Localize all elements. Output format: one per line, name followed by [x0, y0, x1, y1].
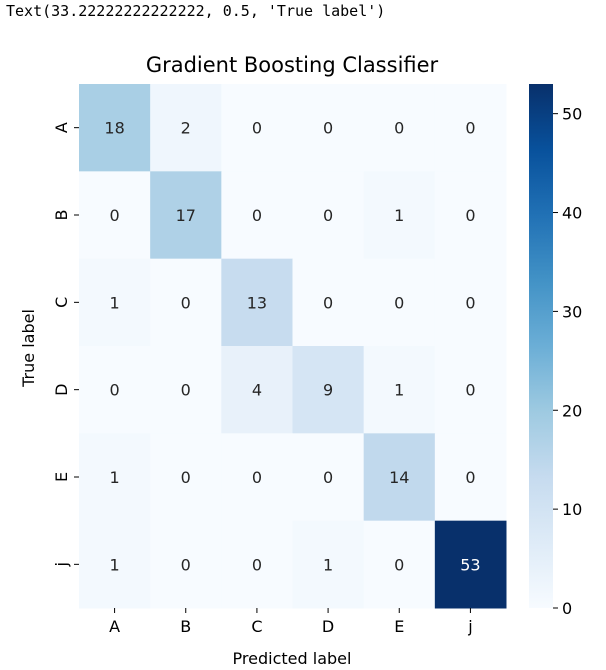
heatmap-cell: [79, 346, 151, 434]
heatmap-cell: [363, 171, 436, 260]
heatmap-cell: [363, 520, 436, 609]
cell-value-label: 0: [252, 555, 262, 574]
cell-value-label: 0: [109, 381, 119, 400]
cell-value-label: 0: [252, 119, 262, 138]
y-tick-label: D: [52, 384, 71, 396]
heatmap-cell: [363, 346, 436, 434]
heatmap-cell: [221, 84, 293, 172]
heatmap-cell: [292, 520, 365, 609]
heatmap-cell: [79, 520, 151, 609]
colorbar-tick-label: 30: [562, 302, 582, 321]
cell-value-label: 1: [109, 555, 119, 574]
colorbar: [529, 84, 553, 608]
heatmap-cell: [434, 346, 507, 434]
cell-value-label: 0: [465, 381, 475, 400]
heatmap-cell: [434, 258, 507, 347]
cell-value-label: 1: [323, 555, 333, 574]
x-tick-label: A: [109, 617, 120, 636]
heatmap-cell: [79, 84, 151, 172]
cell-value-label: 0: [181, 555, 191, 574]
y-axis-label: True label: [19, 309, 38, 388]
cell-value-label: 1: [109, 468, 119, 487]
heatmap-cell: [292, 346, 365, 434]
colorbar-tick-label: 50: [562, 105, 582, 124]
x-tick-label: E: [394, 617, 404, 636]
cell-value-label: 1: [394, 381, 404, 400]
cell-value-label: 0: [394, 555, 404, 574]
colorbar-tick-label: 10: [562, 500, 582, 519]
x-tick-label: j: [467, 617, 472, 636]
cell-value-label: 1: [109, 293, 119, 312]
cell-value-label: 0: [394, 119, 404, 138]
x-axis-label: Predicted label: [233, 649, 352, 668]
x-tick-label: B: [180, 617, 191, 636]
cell-value-label: 0: [394, 293, 404, 312]
colorbar-tick-label: 40: [562, 204, 582, 223]
cell-value-label: 0: [465, 293, 475, 312]
cell-value-label: 0: [109, 206, 119, 225]
cell-value-label: 0: [181, 293, 191, 312]
heatmap-cell: [434, 84, 507, 172]
cell-value-label: 18: [104, 119, 124, 138]
cell-output-text: Text(33.22222222222222, 0.5, 'True label…: [6, 2, 386, 20]
cell-value-label: 0: [323, 293, 333, 312]
cell-value-label: 0: [465, 468, 475, 487]
y-tick-label: C: [52, 297, 71, 308]
heatmap-cell: [292, 84, 365, 172]
colorbar-tick-label: 20: [562, 401, 582, 420]
heatmap-cell: [292, 433, 365, 522]
heatmap-cell: [363, 258, 436, 347]
heatmap-cell: [150, 171, 222, 260]
cell-value-label: 0: [181, 468, 191, 487]
cell-value-label: 9: [323, 381, 333, 400]
y-tick-label: E: [52, 472, 71, 482]
heatmap-cell: [363, 84, 436, 172]
heatmap-cell: [363, 433, 436, 522]
heatmap-cell: [221, 433, 293, 522]
heatmap-cell: [221, 171, 293, 260]
cell-value-label: 0: [465, 206, 475, 225]
y-tick-label: A: [52, 122, 71, 133]
cell-value-label: 0: [323, 119, 333, 138]
colorbar-tick-label: 0: [562, 599, 572, 618]
heatmap-cell: [221, 520, 293, 609]
cell-value-label: 1: [394, 206, 404, 225]
heatmap-cell: [434, 433, 507, 522]
heatmap-cell: [79, 171, 151, 260]
heatmap-cell: [79, 258, 151, 347]
cell-value-label: 14: [389, 468, 409, 487]
heatmap-cell: [434, 520, 507, 609]
heatmap-cell: [79, 433, 151, 522]
heatmap-cell: [292, 258, 365, 347]
cell-value-label: 0: [181, 381, 191, 400]
cell-value-label: 0: [252, 206, 262, 225]
cell-value-label: 0: [252, 468, 262, 487]
heatmap-cell: [150, 84, 222, 172]
cell-value-label: 4: [252, 381, 262, 400]
cell-value-label: 53: [460, 555, 480, 574]
heatmap-cell: [292, 171, 365, 260]
y-tick-label: j: [52, 562, 71, 567]
cell-value-label: 13: [247, 293, 267, 312]
heatmap-cell: [150, 433, 222, 522]
heatmap-cell: [150, 346, 222, 434]
heatmap-cell: [150, 258, 222, 347]
cell-value-label: 0: [323, 468, 333, 487]
cell-value-label: 0: [465, 119, 475, 138]
heatmap-cell: [150, 520, 222, 609]
heatmap-cell: [221, 346, 293, 434]
chart-title: Gradient Boosting Classifier: [146, 53, 439, 77]
x-tick-label: C: [251, 617, 262, 636]
x-tick-label: D: [322, 617, 334, 636]
cell-value-label: 0: [323, 206, 333, 225]
cell-value-label: 2: [181, 119, 191, 138]
heatmap-cell: [221, 258, 293, 347]
cell-value-label: 17: [176, 206, 196, 225]
y-tick-label: B: [52, 210, 71, 221]
heatmap-cell: [434, 171, 507, 260]
